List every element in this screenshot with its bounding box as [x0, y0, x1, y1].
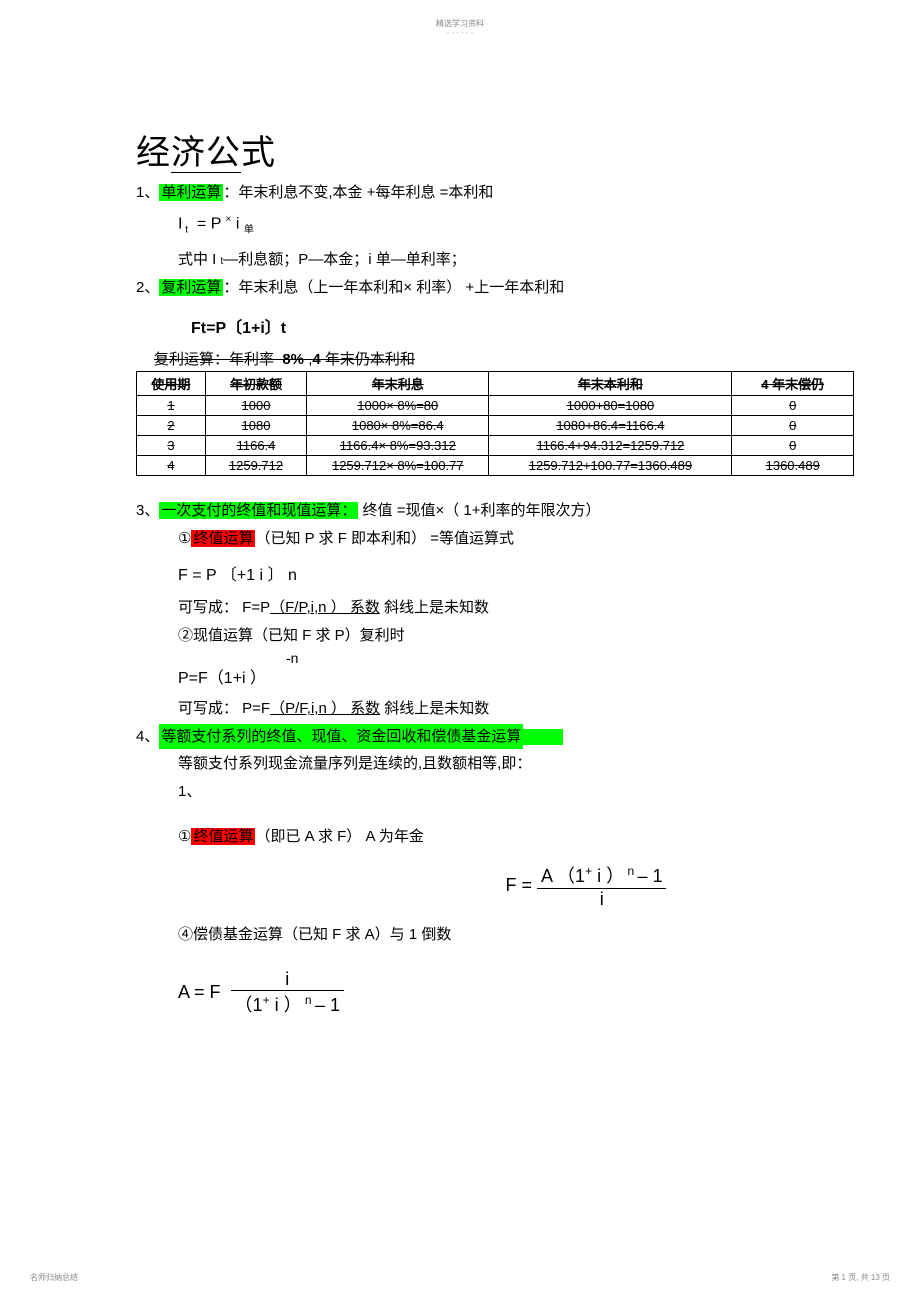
table-cell: 2 [137, 416, 206, 436]
table-cell: 1360.489 [732, 456, 854, 476]
s4-line3: ①终值运算（即已 A 求 F） A 为年金 [178, 824, 856, 850]
table-cell: 1166.4+94.312=1259.712 [489, 436, 732, 456]
s2-rest: ：年末利息（上一年本利和× 利率） +上一年本利和 [223, 279, 564, 296]
s3-line5u: （P/F,i,n ） 系数 [270, 700, 380, 717]
header-dash: - - - - - - [446, 28, 473, 37]
table-cell: 1259.712+100.77=1360.489 [489, 456, 732, 476]
s4-line1: 等额支付系列现金流量序列是连续的,且数额相等,即： [178, 751, 856, 777]
s1-rest: ：年末利息不变,本金 +每年利息 =本利和 [223, 184, 493, 201]
table-cell: 0 [732, 396, 854, 416]
s3-line3a: 可写成： F=P [178, 599, 270, 616]
document-body: 经济公式 1、单利运算：年末利息不变,本金 +每年利息 =本利和 I t = P… [136, 125, 856, 1029]
table-cell: 1166.4 [205, 436, 306, 456]
table-cell: 0 [732, 416, 854, 436]
s3-line3u: （F/P,i,n ） 系数 [270, 599, 380, 616]
table-cell: 3 [137, 436, 206, 456]
s2-prefix: 2、 [136, 279, 159, 296]
table-cell: 1080× 8%=86.4 [307, 416, 489, 436]
s4-ff-den: i [537, 889, 666, 910]
table-body: 110001000× 8%=801000+80=10800210801080× … [137, 396, 854, 476]
s1-explain: 式中 I t—利息额；P—本金；i 单—单利率； [178, 247, 856, 273]
section2-line: 2、复利运算：年末利息（上一年本利和× 利率） +上一年本利和 [136, 275, 856, 301]
s3-rest1: 终值 =现值×（ 1+利率的年限次方） [358, 502, 600, 519]
table-cell: 1080 [205, 416, 306, 436]
s2-formula: Ft=P〔1+i〕t [191, 314, 856, 338]
section4-line: 4、等额支付系列的终值、现值、资金回收和偿债基金运算 [136, 724, 856, 750]
table-cell: 1166.4× 8%=93.312 [307, 436, 489, 456]
table-header-row: 使用期年初款额年末利息年末本利和4 年末偿仍 [137, 372, 854, 396]
section3-line1: 3、一次支付的终值和现值运算： 终值 =现值×（ 1+利率的年限次方） [136, 498, 856, 524]
s3-formula2-main: P=F（1+i ） [178, 664, 856, 688]
table-header-cell: 年末本利和 [489, 372, 732, 396]
s4-green-bar [523, 729, 563, 745]
table-header-cell: 年末利息 [307, 372, 489, 396]
s4-fa-left: A = F [178, 982, 221, 1002]
footer-right: 第 1 页, 共 13 页 [831, 1272, 890, 1283]
table-title: 复利运算：年利率 8% ,4 年末仍本利和 [154, 348, 856, 369]
table-row: 210801080× 8%=86.41080+86.4=1166.40 [137, 416, 854, 436]
s1-highlight: 单利运算 [159, 184, 223, 201]
s3-line3: 可写成： F=P（F/P,i,n ） 系数 斜线上是未知数 [178, 595, 856, 621]
table-row: 110001000× 8%=801000+80=10800 [137, 396, 854, 416]
table-cell: 1259.712× 8%=100.77 [307, 456, 489, 476]
s3-formula1: F = P 〔+1 i 〕 n [178, 561, 856, 585]
s3-rest2: （已知 P 求 F 即本利和） =等值运算式 [255, 530, 514, 547]
s1-formula: I t = P × i 单 [178, 214, 856, 236]
table-cell: 1 [137, 396, 206, 416]
s4-fa-num: i [231, 969, 344, 991]
table-header-cell: 使用期 [137, 372, 206, 396]
table-cell: 1080+86.4=1166.4 [489, 416, 732, 436]
section1-line: 1、单利运算：年末利息不变,本金 +每年利息 =本利和 [136, 180, 856, 206]
s3-line5b: 斜线上是未知数 [380, 700, 489, 717]
table-cell: 1259.712 [205, 456, 306, 476]
s3-line4: ②现值运算（已知 F 求 P）复利时 [178, 623, 856, 649]
s4-circ1: ① [178, 828, 191, 845]
s3-hl2: 终值运算 [191, 530, 255, 547]
section3-line2: ①终值运算（已知 P 求 F 即本利和） =等值运算式 [178, 526, 856, 552]
table-row: 31166.41166.4× 8%=93.3121166.4+94.312=12… [137, 436, 854, 456]
table-cell: 1000 [205, 396, 306, 416]
s4-prefix: 4、 [136, 728, 159, 745]
s4-rest2: （即已 A 求 F） A 为年金 [255, 828, 423, 845]
table-header-cell: 年初款额 [205, 372, 306, 396]
table-header-cell: 4 年末偿仍 [732, 372, 854, 396]
table-row: 41259.7121259.712× 8%=100.771259.712+100… [137, 456, 854, 476]
s4-line4: ④偿债基金运算（已知 F 求 A）与 1 倒数 [178, 922, 856, 948]
table-cell: 0 [732, 436, 854, 456]
s4-formula-a: A = F i （1+ i ） n – 1 [178, 969, 856, 1017]
footer-left: 名师归纳总结 [30, 1272, 78, 1283]
s3-circ1: ① [178, 530, 191, 547]
s2-highlight: 复利运算 [159, 279, 223, 296]
s4-hl: 等额支付系列的终值、现值、资金回收和偿债基金运算 [159, 724, 523, 750]
s3-prefix: 3、 [136, 502, 159, 519]
table-cell: 4 [137, 456, 206, 476]
table-cell: 1000× 8%=80 [307, 396, 489, 416]
s3-hl1: 一次支付的终值和现值运算： [159, 502, 358, 519]
table-cell: 1000+80=1080 [489, 396, 732, 416]
s4-formula-f: F = A （1+ i ） n – 1 i [316, 862, 856, 910]
s4-line2: 1、 [178, 779, 856, 805]
s3-line5a: 可写成： P=F [178, 700, 270, 717]
s3-line3b: 斜线上是未知数 [380, 599, 489, 616]
s1-prefix: 1、 [136, 184, 159, 201]
s3-line5: 可写成： P=F（P/F,i,n ） 系数 斜线上是未知数 [178, 696, 856, 722]
page-title: 经济公式 [136, 125, 856, 174]
compound-interest-table: 使用期年初款额年末利息年末本利和4 年末偿仍 110001000× 8%=801… [136, 371, 854, 476]
s3-formula2-sup: -n [286, 650, 298, 666]
s4-hl2: 终值运算 [191, 828, 255, 845]
s4-ff-left: F = [506, 874, 533, 894]
s3-formula2: -n P=F（1+i ） [178, 664, 856, 688]
